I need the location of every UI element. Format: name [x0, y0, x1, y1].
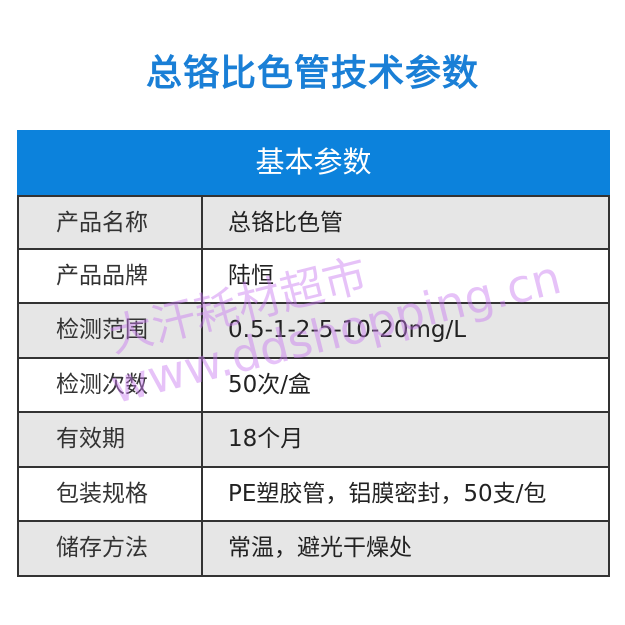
row-value: 50次/盒: [228, 371, 312, 398]
row-value: 陆恒: [228, 262, 274, 289]
table-row: 产品品牌 陆恒: [17, 249, 610, 304]
table-header: 基本参数: [17, 130, 610, 195]
table-row: 储存方法 常温，避光干燥处: [17, 522, 610, 577]
table-row: 产品名称 总铬比色管: [17, 195, 610, 250]
row-key: 产品品牌: [19, 249, 203, 302]
table-row: 包装规格 PE塑胶管，铝膜密封，50支/包: [17, 467, 610, 522]
table-row: 有效期 18个月: [17, 413, 610, 468]
row-key: 储存方法: [19, 522, 203, 575]
row-value: PE塑胶管，铝膜密封，50支/包: [228, 480, 547, 507]
page-title: 总铬比色管技术参数: [145, 53, 479, 94]
row-value: 总铬比色管: [228, 210, 343, 236]
table-row: 检测次数 50次/盒: [17, 358, 610, 413]
row-value: 0.5-1-2-5-10-20mg/L: [228, 317, 467, 343]
row-value: 18个月: [228, 426, 304, 452]
row-key: 包装规格: [19, 467, 203, 520]
row-key: 有效期: [19, 413, 203, 466]
table-row: 检测范围 0.5-1-2-5-10-20mg/L: [17, 304, 610, 359]
row-value: 常温，避光干燥处: [228, 535, 412, 561]
row-key: 检测范围: [19, 304, 203, 357]
row-key: 产品名称: [19, 197, 203, 248]
row-key: 检测次数: [19, 358, 203, 411]
spec-table: 基本参数 产品名称 总铬比色管 产品品牌 陆恒 检测范围 0.5-1-2-5-10-20m…: [17, 130, 610, 577]
